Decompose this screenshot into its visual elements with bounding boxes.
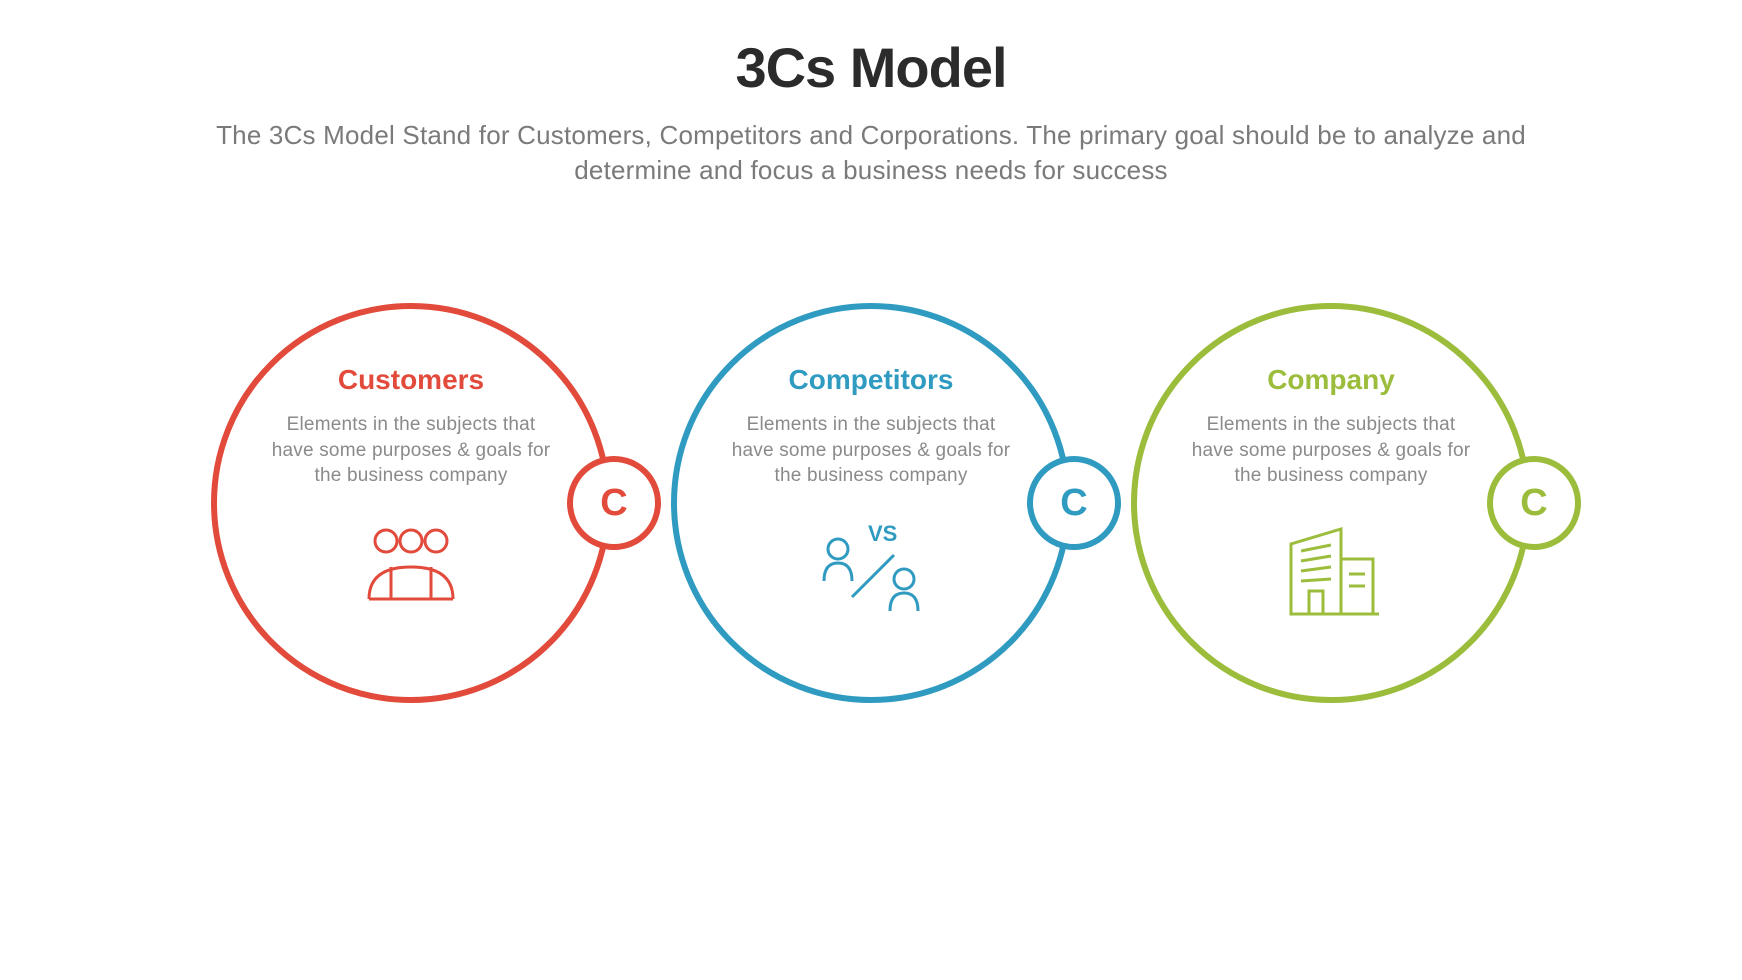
circle-card-company: Company Elements in the subjects that ha…: [1131, 303, 1531, 703]
circle-desc-customers: Elements in the subjects that have some …: [266, 412, 556, 489]
circle-title-customers: Customers: [338, 364, 484, 396]
big-circle-company: Company Elements in the subjects that ha…: [1131, 303, 1531, 703]
header: 3Cs Model The 3Cs Model Stand for Custom…: [171, 0, 1571, 188]
circle-card-competitors: Competitors Elements in the subjects tha…: [671, 303, 1071, 703]
svg-text:VS: VS: [868, 521, 897, 546]
badge-customers: C: [567, 456, 661, 550]
badge-company: C: [1487, 456, 1581, 550]
big-circle-competitors: Competitors Elements in the subjects tha…: [671, 303, 1071, 703]
circle-desc-company: Elements in the subjects that have some …: [1186, 412, 1476, 489]
users-icon: [351, 519, 471, 614]
circle-desc-competitors: Elements in the subjects that have some …: [726, 412, 1016, 489]
circle-title-company: Company: [1267, 364, 1395, 396]
badge-letter-competitors: C: [1060, 482, 1087, 525]
badge-letter-customers: C: [600, 482, 627, 525]
circles-row: Customers Elements in the subjects that …: [211, 303, 1531, 703]
circle-card-customers: Customers Elements in the subjects that …: [211, 303, 611, 703]
vs-icon: VS: [806, 519, 936, 624]
building-icon: [1271, 519, 1391, 624]
badge-letter-company: C: [1520, 482, 1547, 525]
page-subtitle: The 3Cs Model Stand for Customers, Compe…: [171, 118, 1571, 188]
circle-title-competitors: Competitors: [789, 364, 954, 396]
big-circle-customers: Customers Elements in the subjects that …: [211, 303, 611, 703]
page-title: 3Cs Model: [171, 35, 1571, 100]
badge-competitors: C: [1027, 456, 1121, 550]
